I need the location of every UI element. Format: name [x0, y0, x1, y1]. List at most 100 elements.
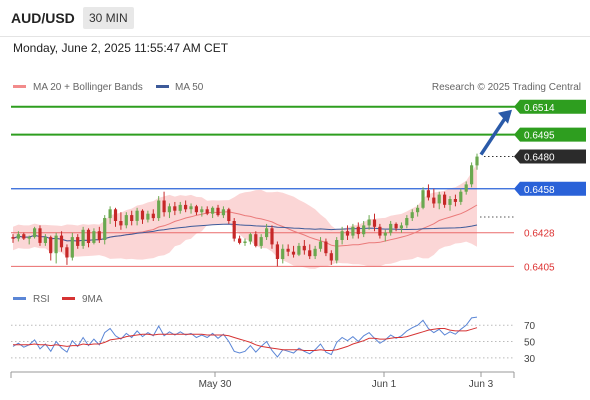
candle-body — [324, 241, 328, 254]
ma50-legend-label: MA 50 — [175, 82, 204, 93]
candle-body — [108, 209, 112, 219]
candle-body — [216, 207, 220, 216]
candle-body — [362, 225, 366, 235]
price-levels — [11, 105, 520, 267]
ma20-legend-label: MA 20 + Bollinger Bands — [33, 82, 143, 93]
candle-body — [178, 204, 182, 211]
candle-body — [157, 200, 161, 219]
candle-body — [11, 237, 15, 239]
ma20-legend-swatch — [13, 85, 26, 88]
candle-body — [70, 237, 74, 258]
candle-body — [16, 234, 20, 239]
candle-body — [410, 212, 414, 219]
candle-body — [59, 235, 64, 248]
candle-body — [275, 244, 279, 259]
candle-body — [243, 241, 247, 243]
forecast-arrow-shaft — [479, 115, 508, 156]
candle-body — [437, 194, 441, 204]
level-tag-pivot — [514, 181, 586, 196]
symbol-title: AUD/USD — [11, 10, 75, 26]
candle-body — [232, 221, 236, 239]
candle-body — [356, 226, 360, 235]
ma50-line — [12, 223, 478, 242]
candle-body — [238, 238, 242, 243]
candle-body — [103, 218, 107, 240]
candle-body — [270, 228, 274, 245]
chart-header: AUD/USD 30 MIN — [0, 0, 590, 37]
x-tick-label: Jun 1 — [372, 379, 397, 390]
candle-body — [345, 231, 350, 236]
candle-body — [399, 225, 403, 229]
candle-body — [97, 231, 101, 240]
candle-body — [194, 206, 198, 213]
candle-body — [184, 204, 188, 210]
x-tick-label: May 30 — [199, 379, 232, 390]
candle-body — [389, 223, 393, 233]
level-tag-target — [514, 99, 586, 114]
rsi-tick-label: 50 — [524, 338, 536, 349]
level-label-pivot: 0.6458 — [524, 185, 555, 196]
candle-body — [38, 228, 42, 243]
level-label-support: 0.6428 — [524, 229, 555, 240]
candle-body — [329, 253, 333, 261]
candle-body — [459, 191, 463, 202]
candle-body — [394, 223, 398, 229]
candle-body — [335, 240, 339, 261]
rsi-ma-legend-label: 9MA — [82, 294, 103, 305]
timeframe-button[interactable]: 30 MIN — [83, 7, 134, 29]
candle-body — [227, 209, 231, 221]
bollinger-band — [13, 163, 477, 269]
candle-body — [119, 221, 123, 226]
candle-body — [86, 229, 91, 243]
x-axis: May 30 Jun 1 Jun 3 — [10, 371, 515, 390]
candle-body — [443, 194, 447, 205]
candle-body — [308, 250, 312, 257]
forecast-arrow — [479, 109, 512, 156]
x-tick-label: Jun 3 — [469, 379, 494, 390]
candle-body — [426, 190, 430, 198]
candle-body — [340, 231, 344, 240]
candle-body — [475, 156, 479, 166]
rsi-ma-line — [13, 327, 478, 351]
candle-body — [286, 248, 290, 252]
candle-body — [124, 215, 128, 226]
candle-body — [318, 241, 323, 249]
candle-body — [432, 197, 436, 204]
candle-body — [254, 234, 258, 246]
candle-body — [291, 251, 296, 255]
candle-body — [65, 247, 69, 258]
candle-body — [302, 245, 306, 251]
candle-body — [448, 199, 452, 205]
candle-body — [54, 235, 58, 254]
rsi-line — [12, 316, 478, 358]
candle-body — [43, 237, 47, 243]
moving-averages — [12, 204, 478, 247]
level-label-last: 0.6480 — [524, 153, 555, 164]
candle-body — [313, 248, 317, 257]
level-labels: 0.6514 0.6495 0.6480 0.6458 0.6428 0.6405 — [514, 99, 586, 273]
candle-body — [383, 232, 387, 236]
candle-body — [265, 228, 269, 238]
rsi-tick-label: 70 — [524, 321, 536, 332]
candle-body — [151, 213, 155, 219]
rsi-legend-label: RSI — [33, 294, 50, 305]
rsi-ma-legend-swatch — [62, 297, 75, 300]
candle-body — [140, 210, 145, 220]
candle-body — [130, 215, 134, 221]
candle-body — [205, 209, 209, 214]
candle-body — [113, 209, 118, 221]
candle-body — [167, 206, 171, 213]
bollinger-band-area — [13, 163, 477, 269]
candle-body — [421, 190, 425, 208]
candle-body — [367, 219, 371, 226]
candle-body — [372, 219, 377, 227]
rsi-tick-label: 30 — [524, 354, 536, 365]
candle-body — [92, 231, 96, 243]
candle-body — [135, 210, 139, 221]
candle-body — [464, 184, 468, 192]
candles — [11, 153, 479, 267]
forecast-arrow-head — [498, 109, 512, 124]
level-label-target: 0.6514 — [524, 103, 555, 114]
